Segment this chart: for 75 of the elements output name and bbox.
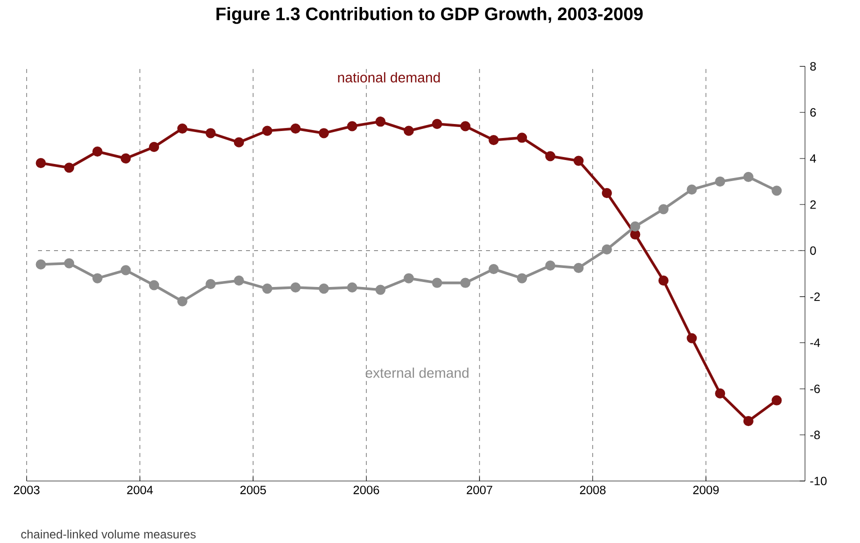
point — [630, 221, 640, 232]
point — [262, 284, 272, 294]
x-tick-label: 2007 — [466, 486, 492, 494]
point — [347, 121, 358, 132]
point — [290, 123, 301, 134]
y-tick-label: -6 — [810, 384, 820, 394]
point — [290, 282, 301, 293]
y-tick-label: -2 — [810, 292, 820, 301]
text: external demand — [366, 368, 468, 378]
point — [318, 284, 329, 294]
x-tick-label: 2004 — [127, 486, 153, 494]
y-tick-label: -8 — [810, 430, 820, 440]
x-tick-label: 2005 — [240, 486, 266, 494]
point — [602, 188, 612, 198]
point — [64, 162, 74, 173]
point — [574, 262, 584, 273]
y-tick-label: 8 — [810, 62, 816, 71]
point — [148, 142, 160, 152]
point — [404, 273, 414, 284]
point — [347, 282, 358, 293]
point — [686, 184, 697, 195]
y-tick-label: 2 — [810, 200, 816, 209]
y-tick-label: -10 — [810, 476, 827, 486]
point — [36, 158, 46, 168]
point — [206, 278, 216, 290]
point — [262, 126, 272, 136]
point — [148, 280, 160, 290]
point — [488, 134, 499, 146]
point — [206, 128, 216, 138]
x-tick-label: 2003 — [14, 486, 40, 494]
point — [318, 128, 329, 138]
point — [92, 273, 102, 284]
point — [375, 284, 386, 295]
y-tick-label: 0 — [810, 246, 816, 255]
point — [375, 116, 386, 127]
x-tick-label: 2009 — [693, 486, 719, 494]
point — [234, 137, 244, 148]
y-tick-label: 6 — [810, 108, 816, 117]
point — [234, 276, 244, 286]
point — [630, 229, 640, 240]
point — [686, 333, 697, 344]
text: chained-linked volume measures — [21, 530, 196, 539]
point — [545, 151, 556, 162]
point — [404, 126, 414, 136]
point — [460, 278, 470, 288]
point — [772, 186, 782, 196]
point — [432, 118, 442, 129]
point — [120, 265, 131, 276]
point — [772, 395, 782, 406]
text: national demand — [338, 72, 440, 82]
point — [36, 259, 46, 270]
point — [177, 123, 188, 134]
point — [743, 416, 754, 426]
point — [545, 260, 556, 271]
point — [602, 244, 612, 255]
point — [64, 258, 74, 268]
point — [460, 121, 470, 132]
point — [516, 273, 528, 284]
point — [177, 296, 188, 306]
point — [715, 388, 726, 399]
point — [658, 276, 669, 286]
y-tick-label: 4 — [810, 154, 816, 163]
point — [574, 156, 584, 166]
point — [743, 172, 754, 182]
point — [516, 132, 528, 143]
point — [658, 204, 669, 214]
point — [715, 176, 726, 187]
point — [120, 153, 131, 164]
point — [92, 146, 102, 157]
chart-title: Figure 1.3 Contribution to GDP Growth, 2003-2009 — [216, 7, 643, 24]
point — [488, 264, 499, 274]
y-tick-label: -4 — [810, 338, 820, 347]
point — [432, 278, 442, 288]
x-tick-label: 2006 — [354, 486, 380, 494]
x-tick-label: 2008 — [580, 486, 606, 494]
